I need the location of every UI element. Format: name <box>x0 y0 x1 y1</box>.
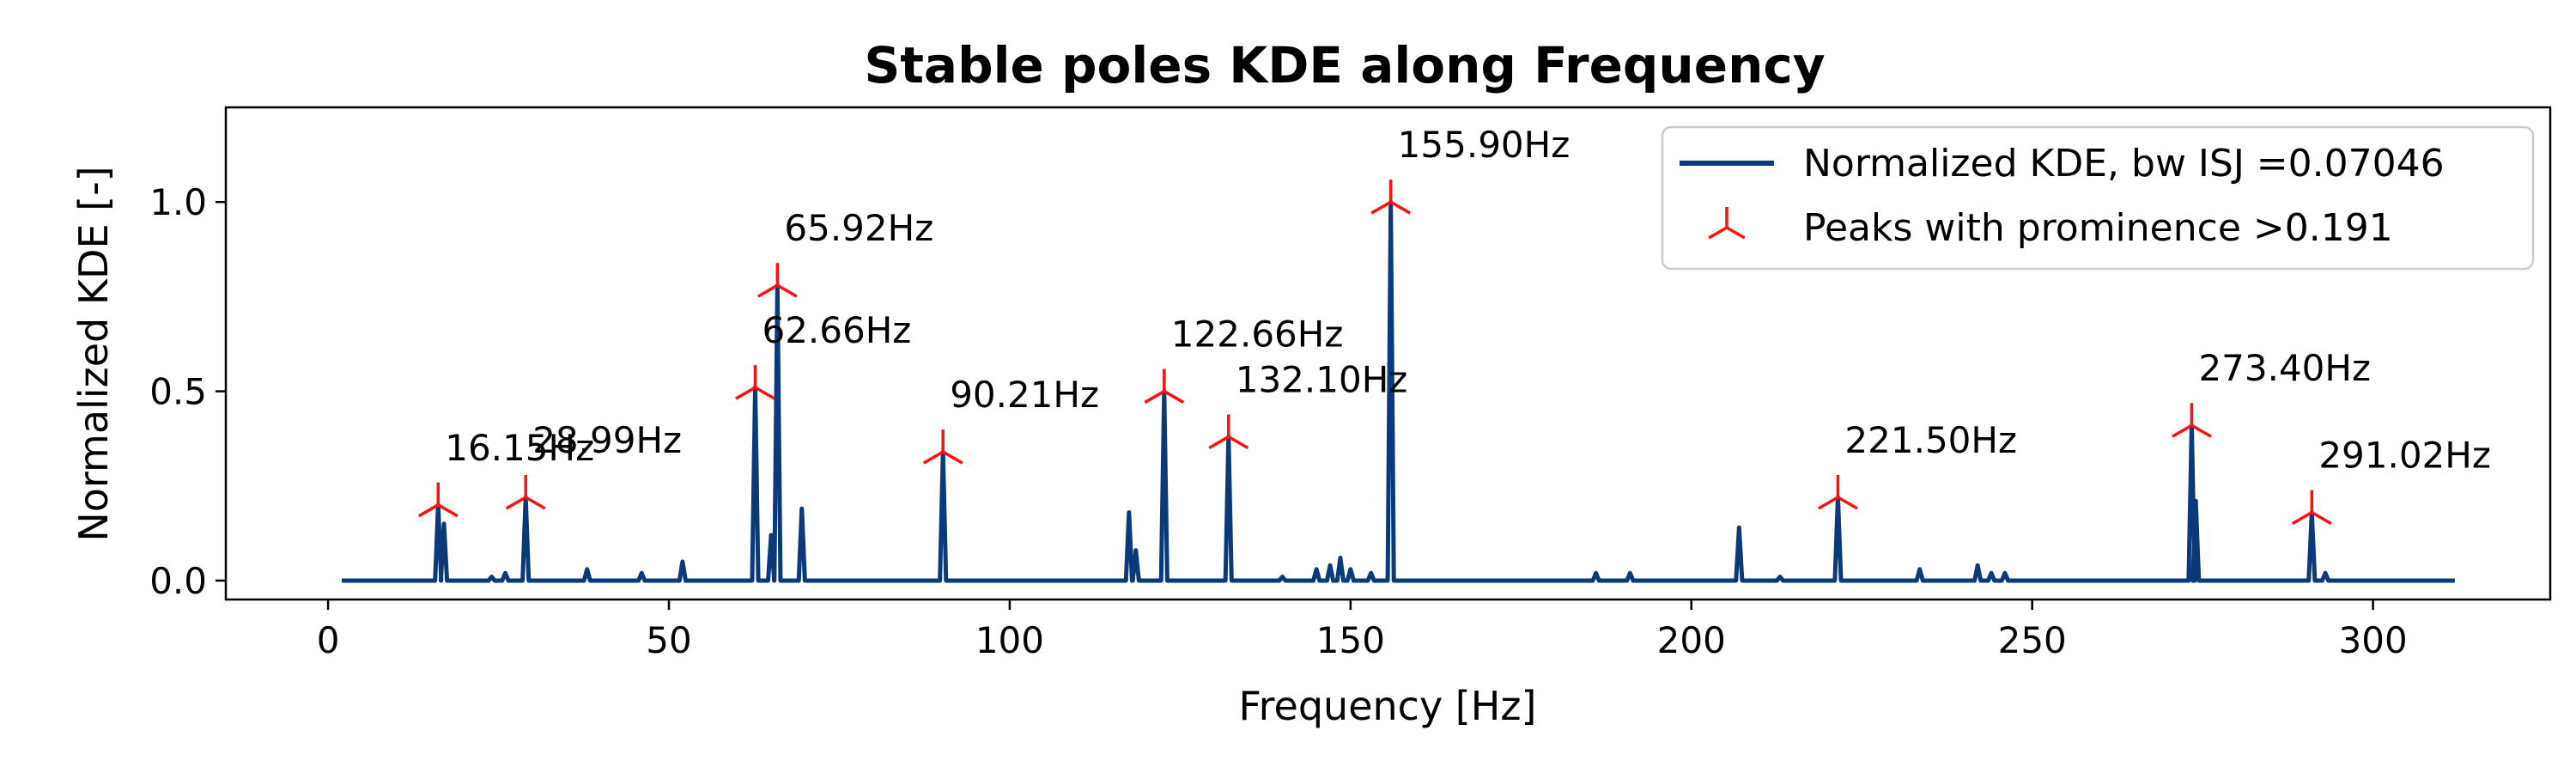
x-axis: 0 50 100 150 200 250 300 <box>317 600 2408 661</box>
kde-series-line <box>341 199 2455 583</box>
peak-label: 90.21Hz <box>950 374 1099 416</box>
peak-label: 16.15Hz <box>445 427 594 469</box>
peak-marker <box>735 365 775 400</box>
peak-label: 155.90Hz <box>1398 124 1571 166</box>
peak-marker <box>1818 474 1858 510</box>
x-tick-label: 200 <box>1657 619 1726 661</box>
y-tick-label: 1.0 <box>149 181 207 223</box>
x-tick-label: 150 <box>1316 619 1385 661</box>
legend-peak-marker <box>1708 207 1746 240</box>
peak-marker <box>505 474 546 510</box>
peak-label: 132.10Hz <box>1236 358 1408 400</box>
legend-entry-kde: Normalized KDE, bw ISJ =0.07046 <box>1803 142 2445 186</box>
peak-label: 122.66Hz <box>1171 313 1344 356</box>
legend-marker-swatch <box>1708 207 1746 240</box>
x-tick-label: 300 <box>2339 619 2408 661</box>
peak-label: 291.02Hz <box>2318 435 2491 477</box>
y-axis: 0.0 0.5 1.0 <box>149 181 226 602</box>
peak-label: 221.50Hz <box>1844 419 2017 461</box>
peak-label: 62.66Hz <box>762 309 911 351</box>
peak-label: 273.40Hz <box>2198 347 2371 389</box>
chart-title: Stable poles KDE along Frequency <box>864 36 1825 94</box>
x-tick-label: 0 <box>317 619 340 661</box>
peak-marker <box>2291 490 2332 526</box>
peak-label: 65.92Hz <box>784 207 933 249</box>
peak-marker <box>1370 180 1412 215</box>
peak-marker <box>1208 414 1249 449</box>
y-tick-label: 0.0 <box>149 560 207 602</box>
x-tick-label: 100 <box>975 619 1044 661</box>
peak-markers <box>417 180 2332 526</box>
legend-box <box>1661 125 2535 271</box>
peak-marker <box>922 429 963 465</box>
peak-marker <box>756 263 798 298</box>
peak-marker <box>417 482 459 518</box>
plot-frame <box>224 106 2552 601</box>
x-tick-label: 50 <box>646 619 691 661</box>
peak-label: 28.99Hz <box>532 419 682 461</box>
x-tick-label: 250 <box>1998 619 2067 661</box>
peak-marker <box>2172 403 2212 438</box>
legend-entry-peaks: Peaks with prominence >0.191 <box>1803 206 2393 250</box>
y-tick-label: 0.5 <box>149 371 207 413</box>
peak-marker <box>1144 368 1185 405</box>
x-axis-label: Frequency [Hz] <box>1239 683 1537 729</box>
y-axis-label: Normalized KDE [-] <box>70 166 117 541</box>
legend: Normalized KDE, bw ISJ =0.07046 Peaks wi… <box>1661 125 2535 271</box>
